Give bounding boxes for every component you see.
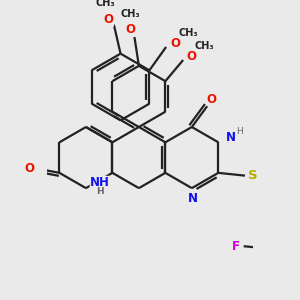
Text: CH₃: CH₃ xyxy=(194,40,214,51)
Text: O: O xyxy=(103,13,113,26)
Text: H: H xyxy=(236,127,243,136)
Text: N: N xyxy=(188,192,198,205)
Text: O: O xyxy=(24,162,34,175)
Text: S: S xyxy=(248,169,258,182)
Text: CH₃: CH₃ xyxy=(95,0,115,8)
Text: F: F xyxy=(232,240,240,253)
Text: CH₃: CH₃ xyxy=(178,28,198,38)
Text: CH₃: CH₃ xyxy=(120,9,140,19)
Text: O: O xyxy=(207,93,217,106)
Text: O: O xyxy=(125,23,135,36)
Text: O: O xyxy=(186,50,196,63)
Text: NH: NH xyxy=(90,176,110,189)
Text: O: O xyxy=(170,37,180,50)
Text: N: N xyxy=(226,131,236,144)
Text: H: H xyxy=(96,187,104,196)
